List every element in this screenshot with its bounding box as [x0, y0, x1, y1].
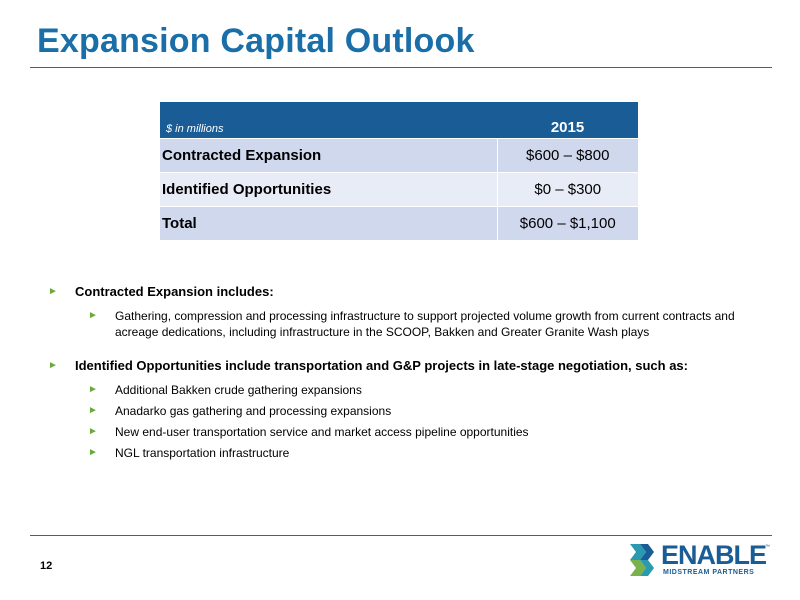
title-divider: [30, 67, 772, 68]
enable-chevron-logo-icon: [630, 544, 654, 576]
slide-title: Expansion Capital Outlook: [37, 22, 475, 60]
table-row: Contracted Expansion $600 – $800: [160, 138, 638, 173]
trademark-symbol: ™: [765, 544, 770, 550]
table-header-row: $ in millions 2015: [160, 102, 638, 139]
triangle-right-icon: ►: [88, 426, 98, 437]
bullet-text: Identified Opportunities include transpo…: [75, 358, 688, 373]
bullet-item: ► Contracted Expansion includes:: [48, 283, 768, 300]
page-number: 12: [40, 560, 53, 572]
triangle-right-icon: ►: [88, 447, 98, 458]
sub-bullet-text: Anadarko gas gathering and processing ex…: [115, 404, 392, 418]
table-row: Identified Opportunities $0 – $300: [160, 172, 638, 207]
bullet-item: ► Identified Opportunities include trans…: [48, 357, 768, 374]
logo-tagline: MIDSTREAM PARTNERS: [663, 569, 755, 576]
enable-logo: ENABLE ™ MIDSTREAM PARTNERS: [628, 540, 773, 580]
sub-bullet-item: ► New end-user transportation service an…: [48, 424, 745, 440]
triangle-right-icon: ►: [88, 310, 98, 321]
triangle-right-icon: ►: [48, 286, 58, 297]
triangle-right-icon: ►: [88, 384, 98, 395]
sub-bullet-item: ► Gathering, compression and processing …: [48, 308, 745, 340]
logo-wordmark: ENABLE: [661, 540, 767, 570]
year-header: 2015: [497, 102, 638, 139]
row-value: $600 – $800: [496, 138, 638, 173]
sub-bullet-item: ► Additional Bakken crude gathering expa…: [48, 382, 745, 398]
row-label: Total: [160, 206, 497, 240]
footer-divider: [30, 535, 772, 536]
sub-bullet-item: ► Anadarko gas gathering and processing …: [48, 403, 745, 419]
sub-bullet-text: NGL transportation infrastructure: [115, 446, 290, 460]
bullet-text: Contracted Expansion includes:: [75, 284, 274, 299]
row-label: Identified Opportunities: [160, 172, 497, 207]
triangle-right-icon: ►: [48, 360, 58, 371]
sub-bullet-text: New end-user transportation service and …: [115, 425, 529, 439]
table-row: Total $600 – $1,100: [160, 206, 638, 240]
capex-table: $ in millions 2015 Contracted Expansion …: [160, 102, 638, 240]
row-label: Contracted Expansion: [160, 138, 497, 173]
sub-bullet-text: Gathering, compression and processing in…: [115, 309, 735, 339]
units-label: $ in millions: [160, 102, 497, 139]
triangle-right-icon: ►: [88, 405, 98, 416]
row-value: $600 – $1,100: [496, 206, 638, 240]
sub-bullet-text: Additional Bakken crude gathering expans…: [115, 383, 362, 397]
sub-bullet-item: ► NGL transportation infrastructure: [48, 445, 745, 461]
row-value: $0 – $300: [496, 172, 638, 207]
bullet-list: ► Contracted Expansion includes: ► Gathe…: [48, 283, 768, 461]
